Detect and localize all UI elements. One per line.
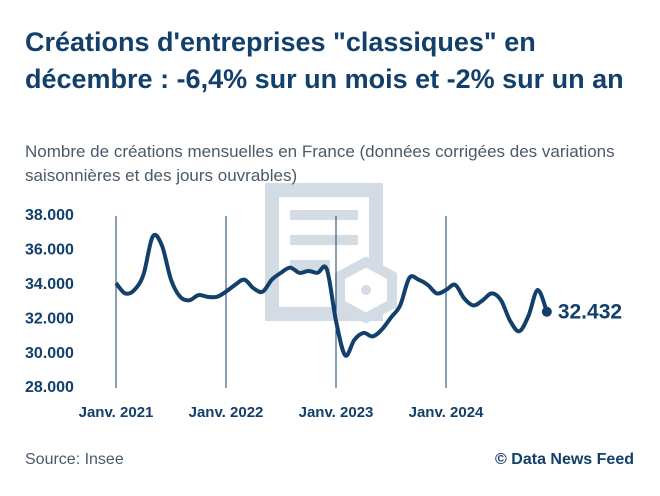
credit: © Data News Feed (495, 451, 634, 468)
y-tick-label: 28.000 (25, 379, 74, 396)
value-label: 32.432 (558, 300, 622, 323)
end-point (541, 306, 552, 317)
x-tick-label: Janv. 2024 (409, 404, 484, 421)
line-series (114, 232, 549, 358)
y-tick-label: 36.000 (25, 242, 74, 259)
y-tick-label: 38.000 (25, 207, 74, 224)
x-tick-label: Janv. 2022 (189, 404, 264, 421)
x-tick-label: Janv. 2021 (79, 404, 154, 421)
y-tick-label: 30.000 (25, 345, 74, 362)
watermark (265, 183, 397, 324)
chart-subtitle: Nombre de créations mensuelles en France… (25, 142, 615, 185)
chart-title: Créations d'entreprises "classiques" en … (25, 27, 624, 94)
x-tick-label: Janv. 2023 (299, 404, 374, 421)
source: Source: Insee (25, 451, 124, 468)
y-tick-label: 32.000 (25, 310, 74, 327)
y-tick-label: 34.000 (25, 276, 74, 293)
